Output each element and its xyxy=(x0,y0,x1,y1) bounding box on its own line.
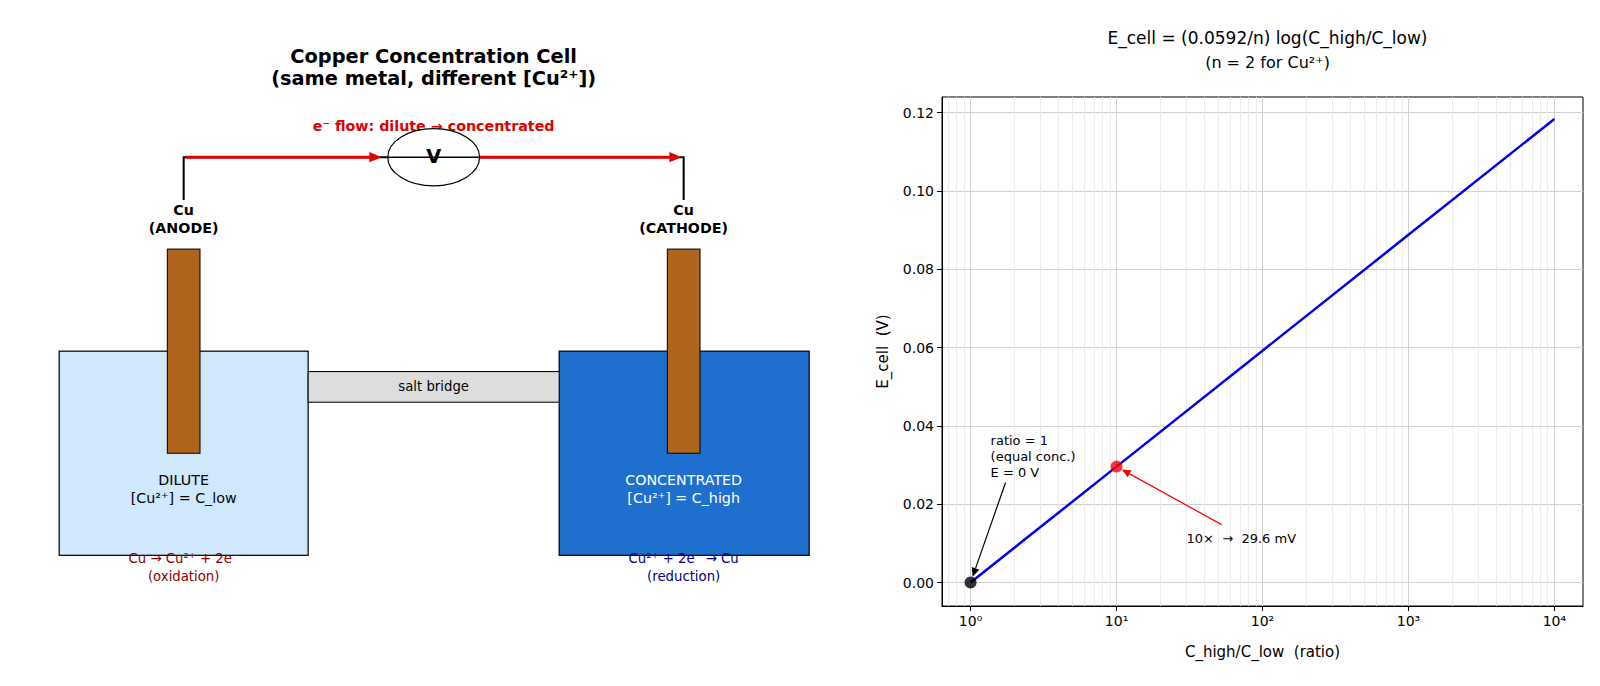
svg-text:(oxidation): (oxidation) xyxy=(148,569,219,584)
svg-text:salt bridge: salt bridge xyxy=(398,379,469,394)
svg-text:ratio = 1: ratio = 1 xyxy=(991,433,1048,448)
svg-text:Cu: Cu xyxy=(173,202,194,218)
svg-text:0.08: 0.08 xyxy=(903,261,934,277)
svg-text:10³: 10³ xyxy=(1397,613,1420,629)
svg-text:E = 0 V: E = 0 V xyxy=(991,465,1040,480)
svg-text:DILUTE: DILUTE xyxy=(158,472,209,488)
svg-text:0.00: 0.00 xyxy=(903,575,934,591)
svg-text:10²: 10² xyxy=(1251,613,1274,629)
svg-text:0.04: 0.04 xyxy=(903,418,934,434)
svg-text:E_cell (V): E_cell (V) xyxy=(874,314,893,388)
svg-text:0.10: 0.10 xyxy=(903,183,934,199)
svg-text:C_high/C_low (ratio): C_high/C_low (ratio) xyxy=(1185,643,1340,662)
svg-text:(reduction): (reduction) xyxy=(647,569,720,584)
svg-text:e⁻ flow: dilute → concentrated: e⁻ flow: dilute → concentrated xyxy=(312,117,555,134)
svg-text:Cu²⁺ + 2e⁻ → Cu: Cu²⁺ + 2e⁻ → Cu xyxy=(629,551,739,566)
svg-text:CONCENTRATED: CONCENTRATED xyxy=(625,472,742,488)
svg-text:10⁴: 10⁴ xyxy=(1543,613,1567,629)
svg-text:E_cell = (0.0592/n) log(C_high: E_cell = (0.0592/n) log(C_high/C_low) xyxy=(1108,28,1428,49)
svg-text:(CATHODE): (CATHODE) xyxy=(639,220,728,236)
svg-text:(ANODE): (ANODE) xyxy=(149,220,219,236)
svg-text:Cu: Cu xyxy=(673,202,694,218)
svg-text:(equal conc.): (equal conc.) xyxy=(991,449,1076,464)
svg-text:V: V xyxy=(426,145,441,168)
svg-text:0.12: 0.12 xyxy=(903,105,934,121)
svg-text:10¹: 10¹ xyxy=(1105,613,1128,629)
svg-text:Cu → Cu²⁺ + 2e⁻: Cu → Cu²⁺ + 2e⁻ xyxy=(129,551,239,566)
svg-text:(same metal, different [Cu²⁺]): (same metal, different [Cu²⁺]) xyxy=(271,67,596,90)
svg-text:10⁰: 10⁰ xyxy=(959,613,983,629)
svg-text:(n = 2 for Cu²⁺): (n = 2 for Cu²⁺) xyxy=(1205,53,1330,72)
svg-text:[Cu²⁺] = C_low: [Cu²⁺] = C_low xyxy=(131,490,237,506)
svg-text:[Cu²⁺] = C_high: [Cu²⁺] = C_high xyxy=(627,490,740,506)
svg-text:0.02: 0.02 xyxy=(903,496,934,512)
svg-text:Copper Concentration Cell: Copper Concentration Cell xyxy=(290,45,577,68)
svg-text:0.06: 0.06 xyxy=(903,340,934,356)
svg-text:10× → 29.6 mV: 10× → 29.6 mV xyxy=(1187,531,1297,546)
